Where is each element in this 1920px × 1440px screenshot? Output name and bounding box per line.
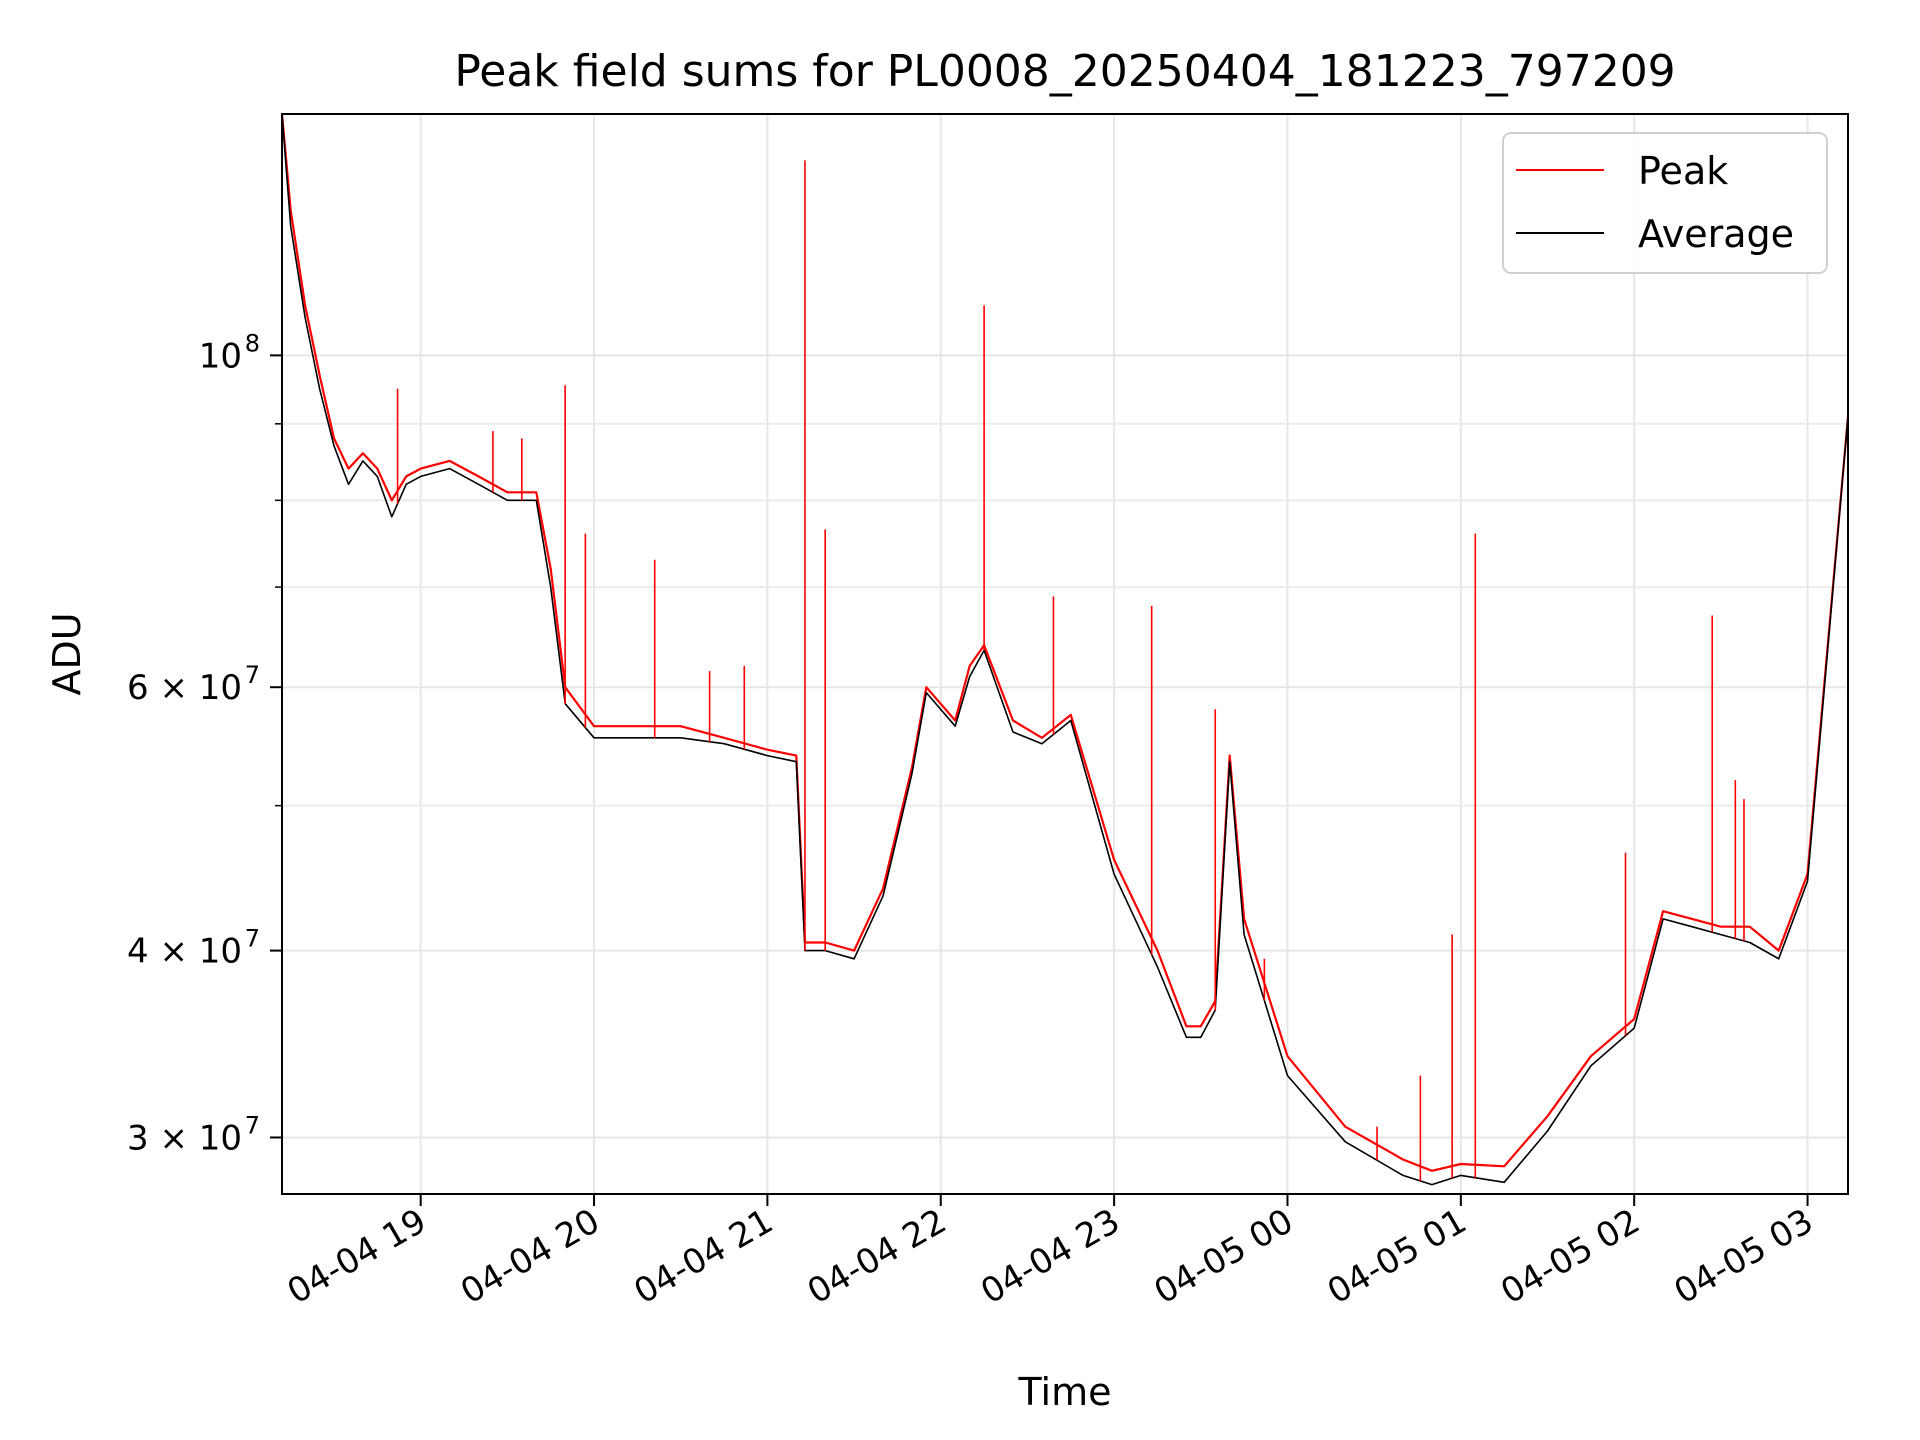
legend: Peak Average [1502,132,1828,274]
y-tick-label: 4 × 10 [127,932,242,972]
series-line-average [281,113,1849,1186]
y-tick-exponent: 8 [245,329,260,357]
plot-frame [281,113,1849,1195]
series-layer [280,113,1850,1186]
x-tick-label: 04-04 20 [454,1201,606,1312]
chart-title: Peak field sums for PL0008_20250404_1812… [454,46,1675,97]
y-tick-label: 6 × 10 [127,668,242,708]
grid [282,114,1848,1194]
x-tick-label: 04-05 03 [1668,1201,1820,1312]
y-tick-exponent: 7 [245,661,260,689]
y-tick-exponent: 7 [245,925,260,953]
series-line-peak [280,113,1850,1172]
x-tick-label: 04-04 19 [281,1201,433,1312]
x-tick-label: 04-04 22 [801,1201,953,1312]
x-tick-label: 04-05 02 [1494,1201,1646,1312]
y-tick-label: 3 × 10 [127,1118,242,1158]
y-tick-label: 10 [199,336,242,376]
x-axis-label: Time [1018,1370,1112,1414]
y-axis-label: ADU [45,612,89,695]
x-tick-label: 04-05 01 [1321,1201,1473,1312]
x-tick-label: 04-04 21 [628,1201,780,1312]
x-tick-label: 04-05 00 [1148,1201,1300,1312]
legend-average-label: Average [1638,212,1794,256]
legend-peak-label: Peak [1638,149,1728,193]
y-tick-exponent: 7 [245,1111,260,1139]
x-tick-label: 04-04 23 [974,1201,1126,1312]
legend-box [1502,132,1828,274]
